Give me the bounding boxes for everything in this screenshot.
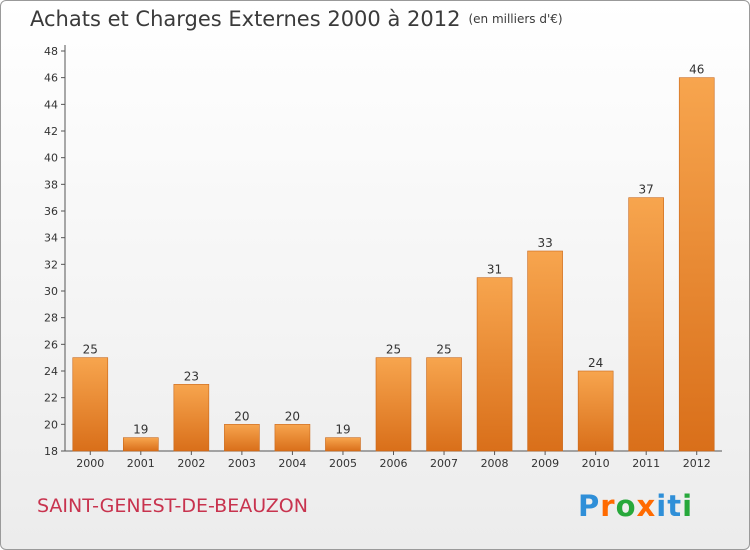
y-tick-label: 22 bbox=[44, 392, 58, 405]
y-tick-label: 34 bbox=[44, 232, 58, 245]
y-tick-label: 24 bbox=[44, 365, 58, 378]
logo-letter: P bbox=[578, 489, 601, 523]
x-tick-label: 2008 bbox=[481, 457, 509, 470]
bar-value-label: 31 bbox=[487, 263, 502, 277]
bar-value-label: 23 bbox=[184, 369, 199, 383]
bar bbox=[527, 250, 563, 452]
chart-bars: 25 19 23 20 20 19 25 25 31 33 24 37 46 bbox=[72, 63, 715, 452]
bar bbox=[224, 424, 260, 452]
bar-value-label: 19 bbox=[335, 423, 350, 437]
logo-letter: x bbox=[636, 489, 657, 523]
bar bbox=[375, 357, 412, 452]
x-tick-label: 2006 bbox=[380, 457, 408, 470]
y-tick-label: 18 bbox=[44, 445, 58, 458]
bar bbox=[476, 277, 513, 452]
x-tick-label: 2001 bbox=[127, 457, 155, 470]
y-tick-label: 46 bbox=[44, 72, 58, 85]
logo-letter: t bbox=[667, 489, 683, 523]
bar-value-label: 24 bbox=[588, 356, 603, 370]
bar-value-label: 46 bbox=[689, 63, 704, 77]
bar bbox=[173, 384, 210, 452]
bar bbox=[325, 437, 361, 452]
bar-value-label: 25 bbox=[83, 343, 98, 357]
x-tick-label: 2002 bbox=[177, 457, 205, 470]
chart-unit: (en milliers d'€) bbox=[468, 12, 563, 26]
town-name: SAINT-GENEST-DE-BEAUZON bbox=[37, 495, 308, 517]
x-tick-label: 2000 bbox=[76, 457, 104, 470]
y-tick-label: 32 bbox=[44, 258, 58, 271]
y-tick-label: 48 bbox=[44, 45, 58, 58]
x-tick-label: 2009 bbox=[531, 457, 559, 470]
bar bbox=[678, 77, 715, 452]
bar-value-label: 33 bbox=[537, 236, 552, 250]
y-tick-label: 42 bbox=[44, 125, 58, 138]
logo-letter: r bbox=[600, 489, 616, 523]
bar bbox=[123, 437, 159, 452]
chart-title-text: Achats et Charges Externes 2000 à 2012 bbox=[30, 7, 461, 31]
bar-value-label: 19 bbox=[133, 423, 148, 437]
x-tick-label: 2004 bbox=[278, 457, 306, 470]
y-tick-label: 40 bbox=[44, 152, 58, 165]
chart-axes: 18 20 22 24 26 28 30 32 34 36 38 40 42 44 46 48 2000 2001… bbox=[44, 45, 722, 470]
y-tick-label: 26 bbox=[44, 338, 58, 351]
x-tick-label: 2003 bbox=[228, 457, 256, 470]
bar bbox=[628, 197, 664, 452]
chart-title: Achats et Charges Externes 2000 à 2012 (e… bbox=[30, 7, 563, 31]
bar-value-label: 25 bbox=[386, 343, 401, 357]
proxiti-logo: Proxiti bbox=[578, 489, 693, 523]
x-tick-label: 2010 bbox=[582, 457, 610, 470]
logo-letter: o bbox=[615, 489, 637, 523]
x-tick-label: 2011 bbox=[632, 457, 660, 470]
x-tick-label: 2007 bbox=[430, 457, 458, 470]
bar-value-label: 20 bbox=[285, 409, 300, 423]
y-tick-label: 44 bbox=[44, 98, 58, 111]
bar-value-label: 20 bbox=[234, 409, 249, 423]
x-tick-label: 2012 bbox=[683, 457, 711, 470]
bar-value-label: 25 bbox=[436, 343, 451, 357]
bar bbox=[426, 357, 462, 452]
bar bbox=[274, 424, 311, 452]
logo-letter: i bbox=[682, 489, 694, 523]
y-tick-label: 30 bbox=[44, 285, 58, 298]
y-tick-label: 36 bbox=[44, 205, 58, 218]
logo-letter: i bbox=[656, 489, 668, 523]
bar-value-label: 37 bbox=[639, 183, 654, 197]
x-tick-label: 2005 bbox=[329, 457, 357, 470]
y-tick-label: 28 bbox=[44, 312, 58, 325]
bar bbox=[72, 357, 109, 452]
y-tick-label: 38 bbox=[44, 178, 58, 191]
bar bbox=[577, 370, 614, 452]
y-tick-label: 20 bbox=[44, 418, 58, 431]
